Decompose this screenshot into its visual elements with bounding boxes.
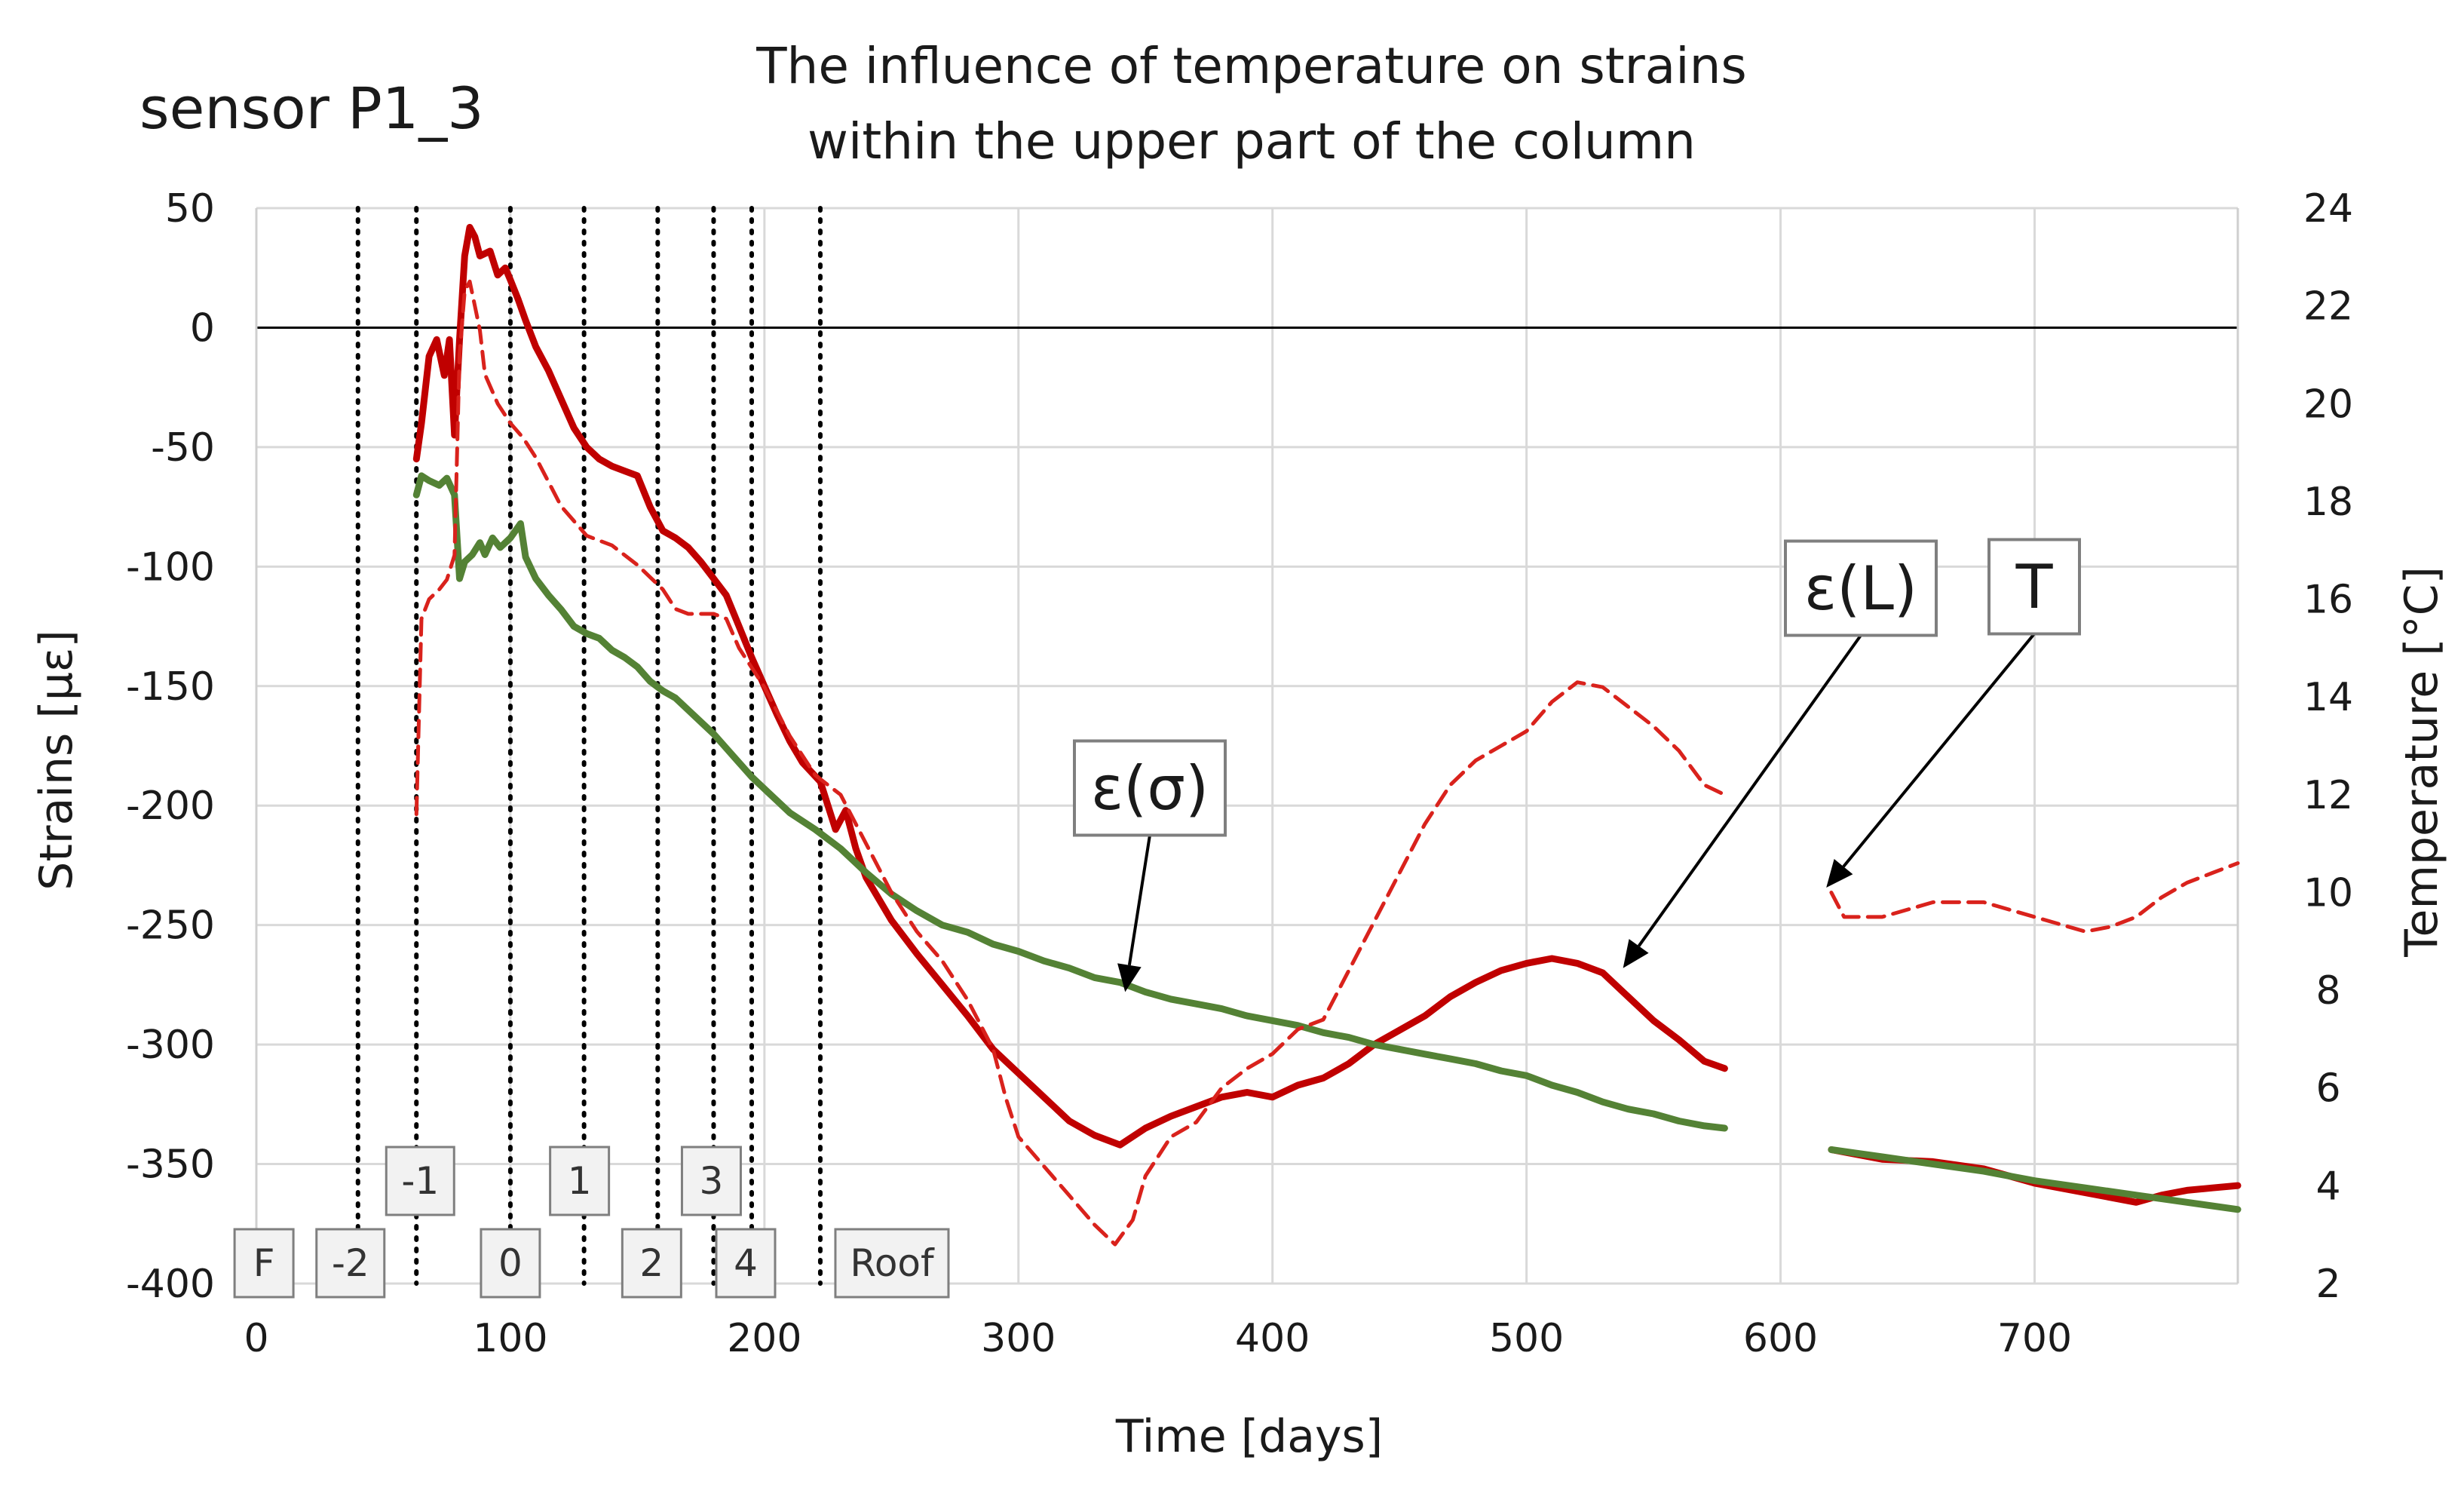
y2-tick-label: 12 xyxy=(2303,773,2353,818)
y-tick-label: -50 xyxy=(151,425,215,471)
x-tick-label: 200 xyxy=(727,1316,801,1361)
x-tick-label: 300 xyxy=(981,1316,1056,1361)
y2-tick-label: 6 xyxy=(2315,1066,2340,1112)
callout-arrow-head xyxy=(1826,858,1853,888)
y2-tick-label: 24 xyxy=(2303,186,2353,232)
callout-label: ε(σ) xyxy=(1091,753,1209,824)
y2-axis-title: Temperature [°C] xyxy=(2395,566,2448,958)
floor-marker-box xyxy=(621,1228,682,1299)
chart-title-line-2: within the upper part of the column xyxy=(808,112,1696,170)
series-line-2-0 xyxy=(414,279,1727,1247)
series-1 xyxy=(412,472,2242,1213)
floor-marker-box xyxy=(233,1228,295,1299)
y-tick-label: -350 xyxy=(126,1143,215,1188)
y2-tick-label: 20 xyxy=(2303,382,2353,427)
x-axis-title: Time [days] xyxy=(1115,1410,1383,1463)
tick-labels: 0 100 200 300 400 500 600 700500-50-100-150-200… xyxy=(126,186,2353,1361)
callout-1: ε(L) xyxy=(1623,539,1938,968)
y2-tick-label: 2 xyxy=(2315,1262,2340,1307)
series-2 xyxy=(414,279,2240,1247)
y2-tick-label: 16 xyxy=(2303,578,2353,623)
floor-marker-label: 2 xyxy=(639,1241,664,1285)
callout-box xyxy=(1073,739,1227,837)
floor-marker-3: 1 xyxy=(549,1146,611,1216)
construction-lines xyxy=(355,206,823,1286)
floor-marker-box xyxy=(715,1228,777,1299)
floor-marker-box xyxy=(385,1146,455,1216)
floor-marker-4: 2 xyxy=(621,1228,682,1299)
floor-markers: F -2 -1 0 1 234 Roof xyxy=(233,1146,950,1299)
floor-marker-box xyxy=(680,1146,742,1216)
y-tick-label: -150 xyxy=(126,664,215,710)
floor-marker-label: 1 xyxy=(568,1159,592,1203)
y2-tick-label: 10 xyxy=(2303,870,2353,916)
callout-arrow-head xyxy=(1623,939,1649,968)
callout-arrow-head xyxy=(1117,963,1142,992)
callout-2: T xyxy=(1826,538,2081,888)
callout-arrow-line xyxy=(1127,835,1151,966)
floor-marker-6: 4 xyxy=(715,1228,777,1299)
x-tick-label: 500 xyxy=(1489,1316,1564,1361)
series-line-2-1 xyxy=(1829,861,2240,934)
floor-marker-box xyxy=(834,1228,950,1299)
y-tick-label: -250 xyxy=(126,903,215,949)
series-line-1-0 xyxy=(412,472,1728,1132)
floor-marker-label: 3 xyxy=(700,1159,724,1203)
y-tick-label: -400 xyxy=(126,1262,215,1307)
callout-label: T xyxy=(2015,552,2054,622)
x-tick-label: 0 xyxy=(244,1316,268,1361)
x-tick-label: 600 xyxy=(1743,1316,1818,1361)
floor-marker-label: -2 xyxy=(332,1241,369,1285)
floor-marker-5: 3 xyxy=(680,1146,742,1216)
floor-marker-label: 4 xyxy=(734,1241,758,1285)
x-tick-label: 100 xyxy=(473,1316,547,1361)
series-line-1-1 xyxy=(1828,1146,2242,1213)
floor-marker-box xyxy=(315,1228,386,1299)
floor-marker-0: -2 xyxy=(315,1228,386,1299)
floor-marker-label: -1 xyxy=(401,1159,439,1203)
y2-tick-label: 18 xyxy=(2303,480,2353,525)
y2-tick-label: 4 xyxy=(2315,1164,2340,1209)
chart-title-line-1: The influence of temperature on strains xyxy=(755,37,1747,95)
x-tick-label: 400 xyxy=(1235,1316,1310,1361)
series-line-0-0 xyxy=(412,223,1728,1149)
y2-tick-label: 8 xyxy=(2315,968,2340,1014)
series-group xyxy=(412,223,2242,1247)
floor-marker-2: 0 xyxy=(480,1228,541,1299)
x-tick-label: 700 xyxy=(1997,1316,2072,1361)
callout-arrow-line xyxy=(1842,633,2036,868)
y2-tick-label: 14 xyxy=(2303,675,2353,720)
floor-marker-box xyxy=(549,1146,611,1216)
callout-label: ε(L) xyxy=(1804,554,1917,624)
floor-marker-7: Roof xyxy=(834,1228,950,1299)
callout-0: ε(σ) xyxy=(1073,739,1227,992)
floor-marker-label: 0 xyxy=(498,1241,523,1285)
callout-box xyxy=(1987,538,2081,636)
callout-box xyxy=(1784,539,1938,637)
y-tick-label: 50 xyxy=(165,186,215,232)
floor-marker-1: -1 xyxy=(385,1146,455,1216)
y-tick-label: 0 xyxy=(190,305,215,351)
floor-marker-F: F xyxy=(233,1228,295,1299)
floor-marker-label: F xyxy=(253,1241,275,1285)
y-tick-label: -200 xyxy=(126,784,215,829)
y-axis-title: Strains [με] xyxy=(30,630,83,891)
y-tick-label: -300 xyxy=(126,1023,215,1068)
y2-tick-label: 22 xyxy=(2303,284,2353,330)
floor-marker-label: Roof xyxy=(850,1241,935,1285)
callouts: ε(σ) ε(L) T xyxy=(1073,538,2081,992)
y-tick-label: -100 xyxy=(126,544,215,590)
floor-marker-box xyxy=(480,1228,541,1299)
sensor-label: sensor P1_3 xyxy=(139,75,484,142)
callout-arrow-line xyxy=(1637,634,1862,947)
